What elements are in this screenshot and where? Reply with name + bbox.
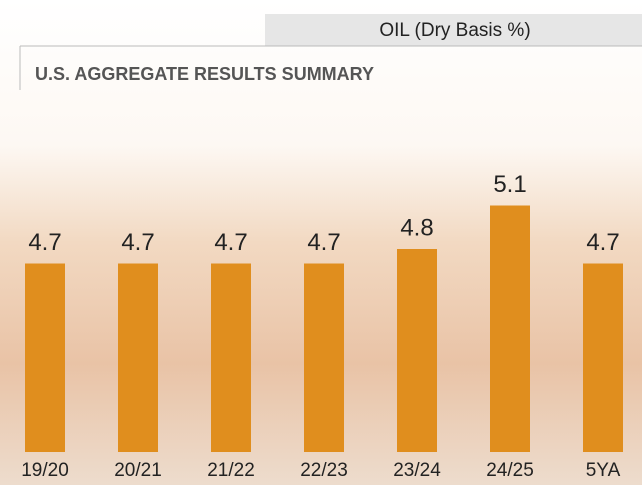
value-label: 5.1 xyxy=(493,171,526,198)
x-tick-label: 20/21 xyxy=(114,460,162,481)
x-tick-label: 24/25 xyxy=(486,460,534,481)
x-tick-label: 21/22 xyxy=(207,460,255,481)
x-tick-label: 19/20 xyxy=(21,460,69,481)
bar xyxy=(25,264,65,453)
value-label: 4.7 xyxy=(214,229,247,256)
bar xyxy=(118,264,158,453)
bar xyxy=(397,249,437,452)
x-tick-label: 22/23 xyxy=(300,460,348,481)
bar xyxy=(211,264,251,453)
bar xyxy=(304,264,344,453)
chart-title: OIL (Dry Basis %) xyxy=(379,20,530,41)
chart: OIL (Dry Basis %) U.S. AGGREGATE RESULTS… xyxy=(0,0,642,485)
value-label: 4.7 xyxy=(586,229,619,256)
value-label: 4.7 xyxy=(307,229,340,256)
header-title: U.S. AGGREGATE RESULTS SUMMARY xyxy=(35,64,374,84)
x-tick-label: 5YA xyxy=(586,460,621,481)
value-label: 4.7 xyxy=(121,229,154,256)
value-label: 4.8 xyxy=(400,214,433,241)
bar xyxy=(583,264,623,453)
x-tick-label: 23/24 xyxy=(393,460,441,481)
bar xyxy=(490,206,530,453)
value-label: 4.7 xyxy=(28,229,61,256)
